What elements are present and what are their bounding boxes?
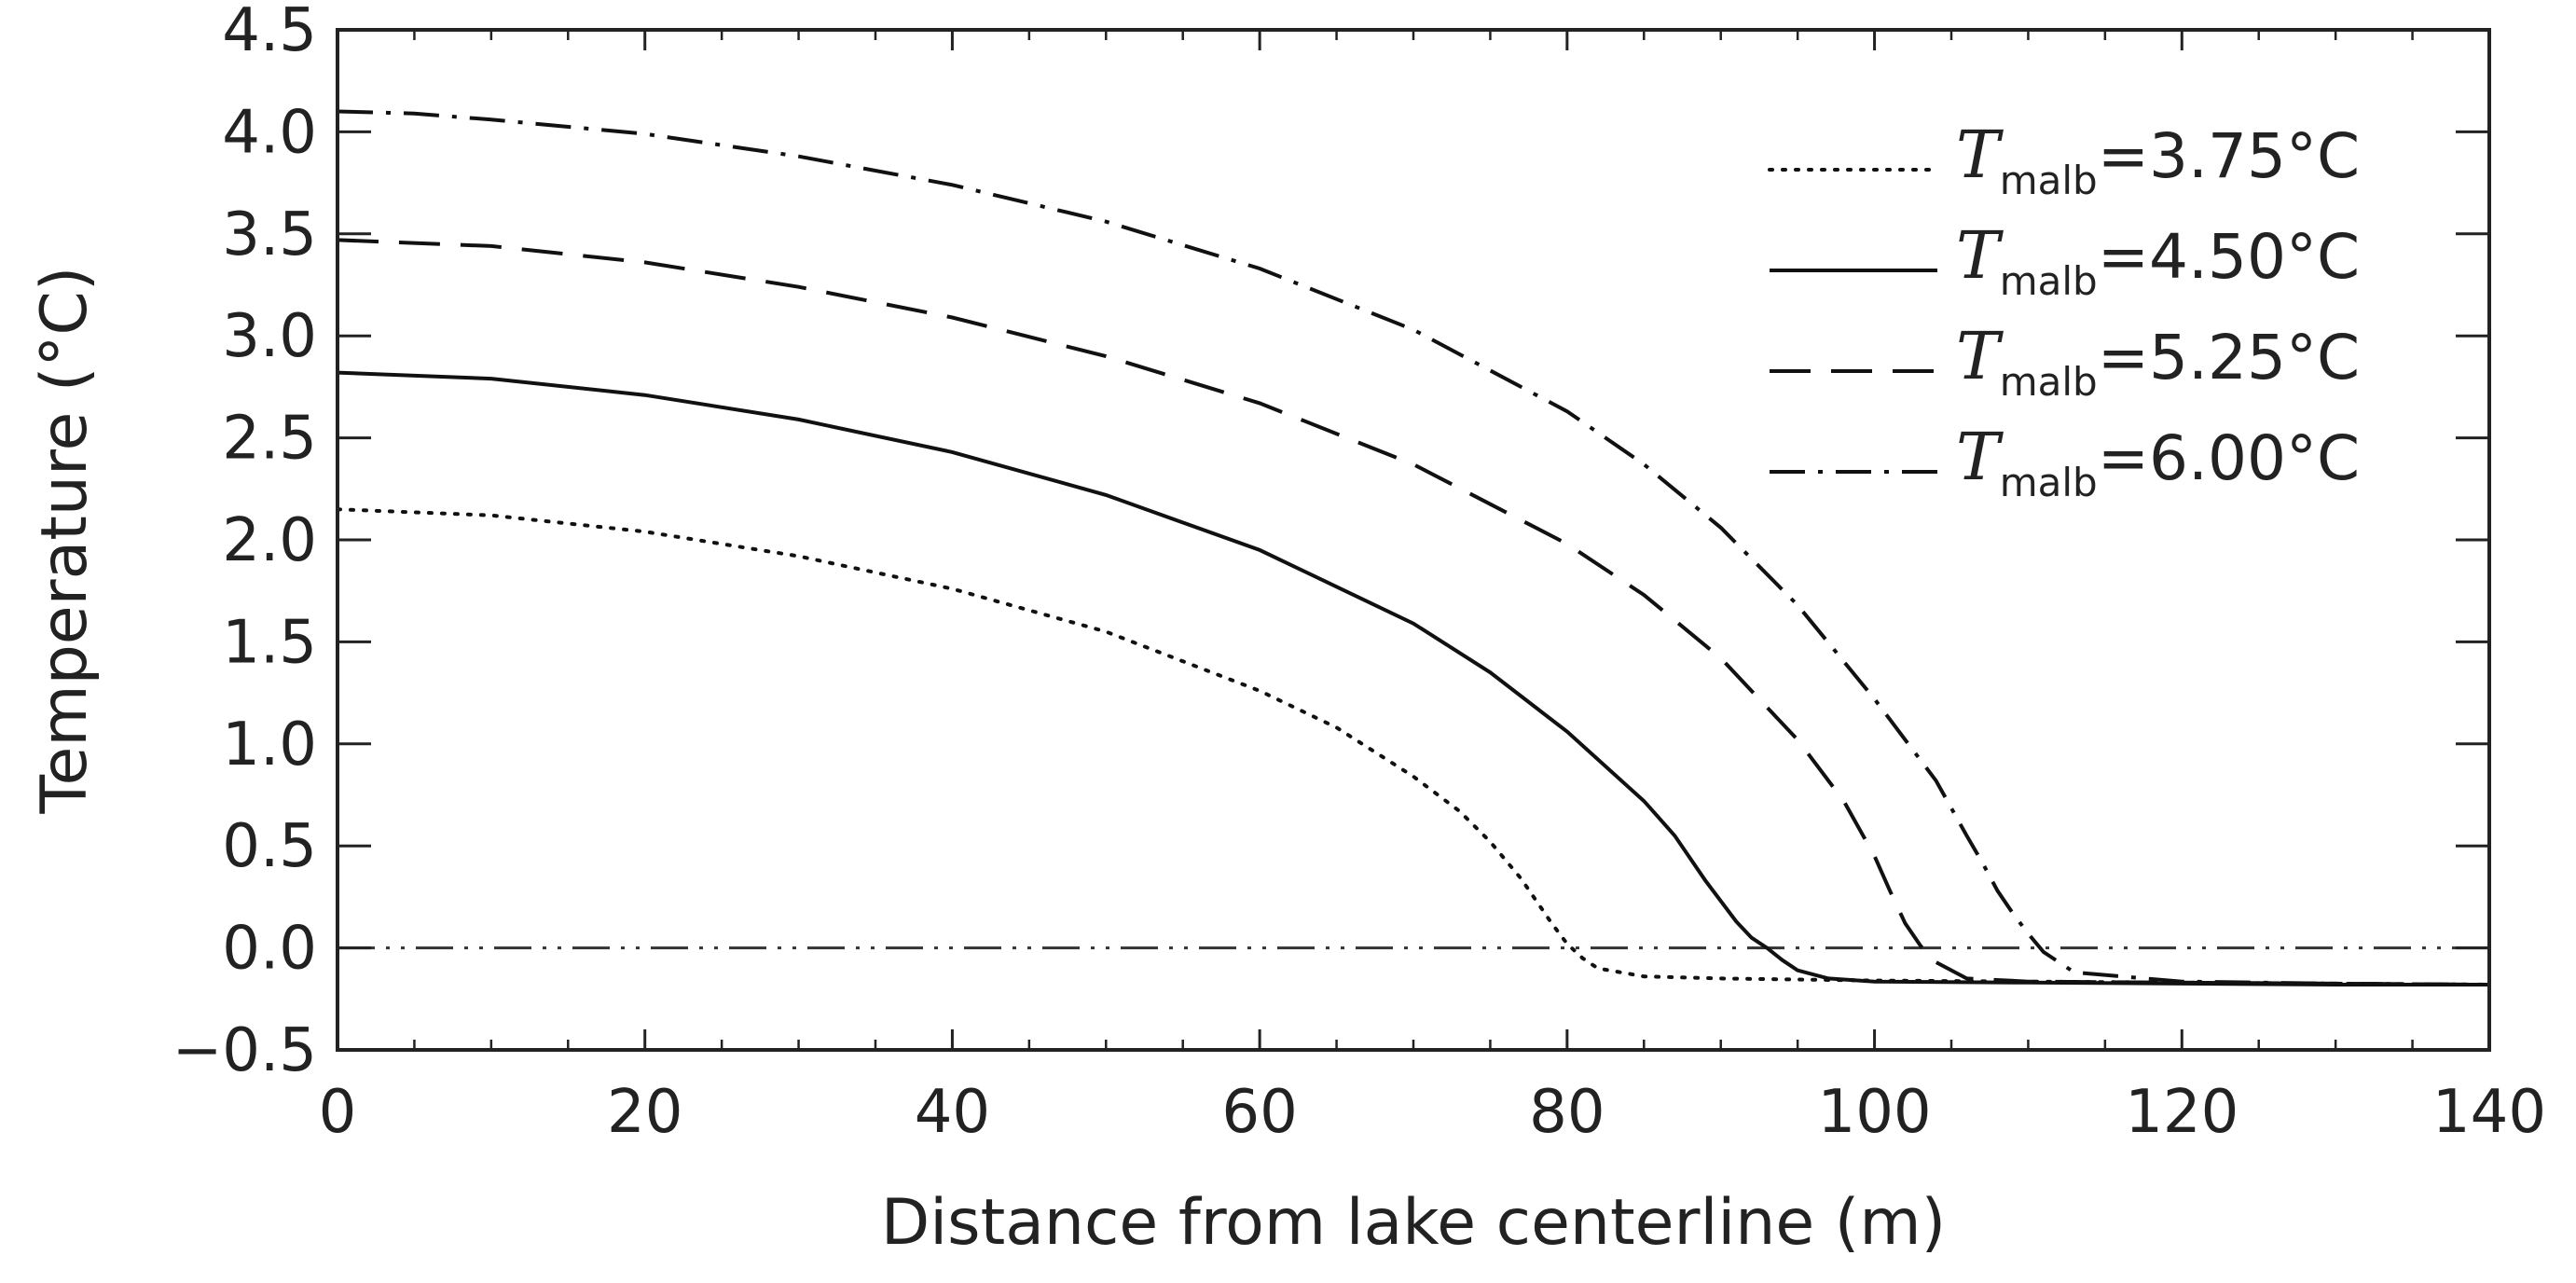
y-tick-label: 0.5 (222, 812, 317, 881)
y-tick-label: 3.0 (222, 302, 317, 371)
x-tick-label: 100 (1817, 1078, 1931, 1147)
y-tick-label: 1.5 (222, 608, 317, 677)
x-tick-label: 120 (2125, 1078, 2239, 1147)
series-layer (336, 109, 2491, 986)
legend: Tmalb=3.75°C Tmalb=4.50°C Tmalb=5.25°C Tmal… (1768, 117, 2360, 505)
x-tick-label: 0 (319, 1078, 357, 1147)
series-line-2 (337, 370, 2489, 986)
legend-entry: Tmalb=6.00°C (1956, 419, 2360, 505)
series-line-3 (337, 238, 2490, 986)
y-tick-label: 4.5 (222, 0, 317, 65)
y-tick-label: 2.5 (222, 405, 317, 474)
x-tick-label: 80 (1529, 1078, 1605, 1147)
legend-entry: Tmalb=3.75°C (1956, 117, 2360, 203)
legend-entry: Tmalb=5.25°C (1956, 318, 2360, 405)
series-line-1 (336, 507, 2491, 986)
tick-labels: 0 20 40 60 80 100 120 140 −0.5 0.0 0.5 1.0 1.5 2.0 2.5… (172, 0, 2546, 1147)
y-tick-label: 2.0 (222, 506, 317, 575)
x-tick-label: 140 (2432, 1078, 2546, 1147)
y-tick-label: 4.0 (222, 98, 317, 167)
ticks-layer (336, 28, 2491, 1052)
legend-entry: Tmalb=4.50°C (1956, 217, 2360, 304)
x-tick-label: 60 (1221, 1078, 1297, 1147)
y-tick-label: −0.5 (172, 1016, 317, 1085)
y-tick-label: 3.5 (222, 200, 317, 269)
x-tick-label: 20 (607, 1078, 682, 1147)
y-axis-title: Temperature (°C) (28, 267, 102, 815)
y-tick-label: 0.0 (222, 915, 317, 984)
y-tick-label: 1.0 (222, 710, 317, 779)
x-axis-title: Distance from lake centerline (m) (881, 1186, 1946, 1260)
series-line-4 (337, 109, 2490, 986)
x-tick-label: 40 (915, 1078, 990, 1147)
